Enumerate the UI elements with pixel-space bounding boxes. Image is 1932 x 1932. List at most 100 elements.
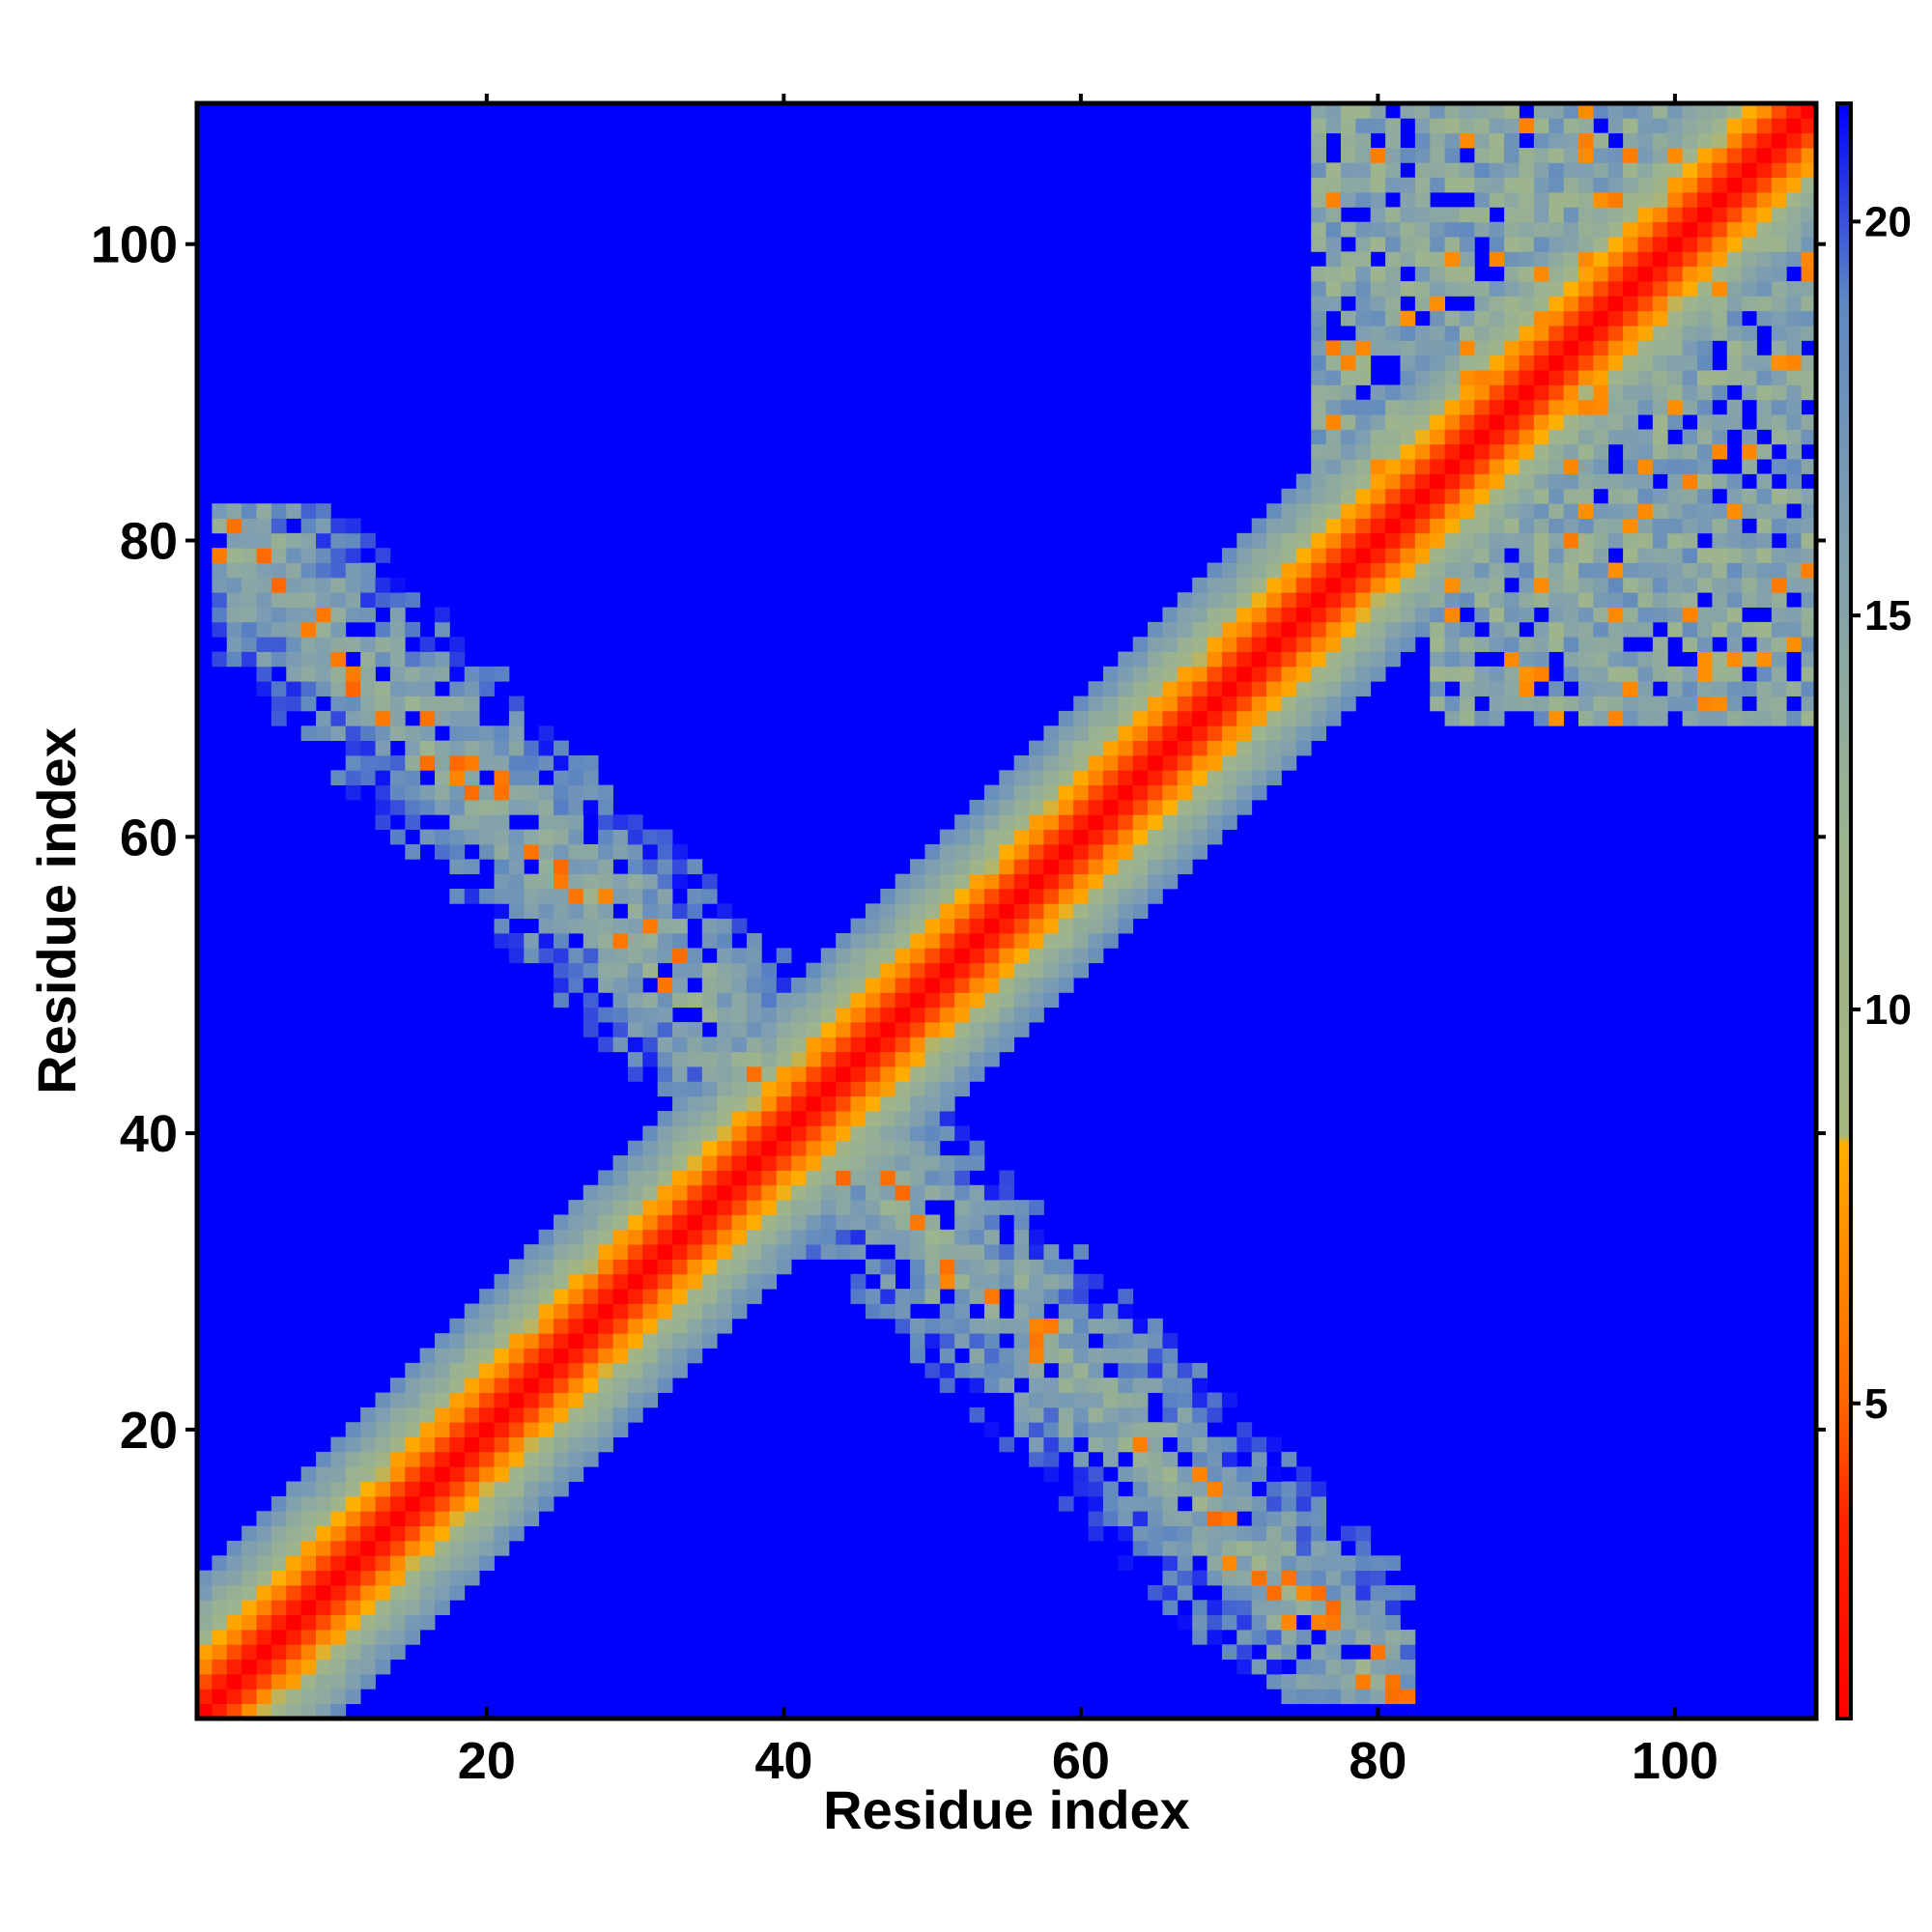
heatmap-cell [1414, 296, 1431, 312]
heatmap-cell [1563, 473, 1579, 490]
heatmap-cell [1118, 681, 1134, 696]
heatmap-cell [270, 1614, 287, 1631]
heatmap-cell [1118, 1525, 1134, 1542]
heatmap-cell [1370, 562, 1386, 579]
heatmap-cell [1355, 681, 1372, 696]
heatmap-cell [1013, 1273, 1030, 1290]
heatmap-cell [464, 1481, 480, 1497]
heatmap-cell [242, 1555, 257, 1572]
heatmap-cell [1325, 1629, 1342, 1645]
heatmap-cell [598, 1436, 613, 1453]
heatmap-cell [1029, 1406, 1044, 1423]
heatmap-cell [330, 1689, 347, 1705]
heatmap-cell [1355, 1584, 1372, 1601]
heatmap-cell [1340, 1570, 1356, 1586]
heatmap-cell [954, 1333, 970, 1349]
heatmap-cell [582, 1259, 599, 1275]
heatmap-cell [1489, 443, 1505, 460]
heatmap-cell [419, 1525, 436, 1542]
heatmap-cell [1118, 725, 1134, 741]
heatmap-cell [1325, 207, 1342, 223]
heatmap-cell [464, 770, 480, 786]
heatmap-cell [582, 948, 599, 964]
heatmap-cell [212, 1673, 228, 1690]
heatmap-cell [776, 1125, 792, 1142]
heatmap-cell [939, 1095, 955, 1112]
heatmap-cell [1414, 192, 1431, 208]
heatmap-cell [627, 1170, 643, 1186]
heatmap-cell [1162, 1495, 1179, 1512]
heatmap-cell [582, 873, 599, 890]
heatmap-cell [1533, 696, 1549, 712]
heatmap-cell [850, 1229, 867, 1245]
heatmap-cell [1801, 103, 1817, 119]
heatmap-cell [1162, 1362, 1179, 1378]
heatmap-cell [1251, 666, 1267, 682]
heatmap-cell [1682, 355, 1698, 371]
heatmap-cell [1207, 666, 1223, 682]
heatmap-cell [375, 1570, 391, 1586]
heatmap-cell [1696, 710, 1713, 726]
heatmap-cell [1400, 1629, 1416, 1645]
heatmap-cell [1474, 221, 1491, 238]
heatmap-cell [1043, 1378, 1060, 1393]
heatmap-cell [1013, 1348, 1030, 1364]
heatmap-cell [1192, 814, 1208, 831]
heatmap-cell [1637, 326, 1654, 341]
heatmap-cell [1430, 666, 1445, 682]
heatmap-cell [1029, 903, 1044, 920]
heatmap-cell [508, 799, 525, 815]
heatmap-cell [1726, 177, 1743, 193]
heatmap-cell [1756, 562, 1773, 579]
heatmap-cell [836, 1155, 851, 1171]
heatmap-cell [880, 1037, 896, 1053]
heatmap-cell [1043, 888, 1060, 904]
heatmap-cell [270, 637, 287, 652]
heatmap-cell [1696, 503, 1713, 519]
heatmap-cell [419, 651, 436, 668]
heatmap-cell [1295, 1659, 1312, 1675]
heatmap-cell [1667, 148, 1684, 163]
heatmap-cell [910, 1140, 925, 1156]
heatmap-cell [1444, 266, 1461, 282]
heatmap-cell [1563, 384, 1579, 401]
heatmap-cell [256, 503, 272, 519]
heatmap-cell [226, 1600, 242, 1616]
heatmap-cell [1013, 1422, 1030, 1437]
heatmap-cell [449, 814, 466, 831]
heatmap-cell [1652, 340, 1668, 356]
heatmap-cell [1295, 1481, 1312, 1497]
heatmap-cell [731, 1229, 748, 1245]
heatmap-cell [554, 1333, 569, 1349]
heatmap-cell [983, 1333, 1000, 1349]
heatmap-cell [836, 1125, 851, 1142]
heatmap-cell [1236, 637, 1253, 652]
heatmap-cell [1088, 903, 1104, 920]
heatmap-cell [999, 1170, 1015, 1186]
heatmap-cell [1029, 962, 1044, 979]
heatmap-cell [746, 1259, 762, 1275]
heatmap-cell [895, 1022, 911, 1037]
heatmap-cell [1266, 1644, 1282, 1661]
heatmap-cell [910, 962, 925, 979]
heatmap-cell [642, 918, 659, 934]
heatmap-cell [524, 903, 540, 920]
heatmap-cell [1221, 696, 1237, 712]
heatmap-cell [389, 1481, 406, 1497]
heatmap-cell [300, 1703, 317, 1719]
heatmap-cell [731, 1140, 748, 1156]
heatmap-cell [212, 562, 228, 579]
heatmap-cell [1340, 399, 1356, 415]
heatmap-cell [1414, 562, 1431, 579]
heatmap-cell [494, 799, 510, 815]
heatmap-cell [538, 1318, 554, 1334]
heatmap-cell [508, 1511, 525, 1526]
heatmap-cell [1474, 281, 1491, 297]
heatmap-cell [1563, 488, 1579, 504]
heatmap-cell [1801, 518, 1817, 534]
heatmap-cell [256, 1673, 272, 1690]
heatmap-cell [1043, 1318, 1060, 1334]
heatmap-cell [360, 1422, 376, 1437]
heatmap-cell [1192, 1362, 1208, 1378]
